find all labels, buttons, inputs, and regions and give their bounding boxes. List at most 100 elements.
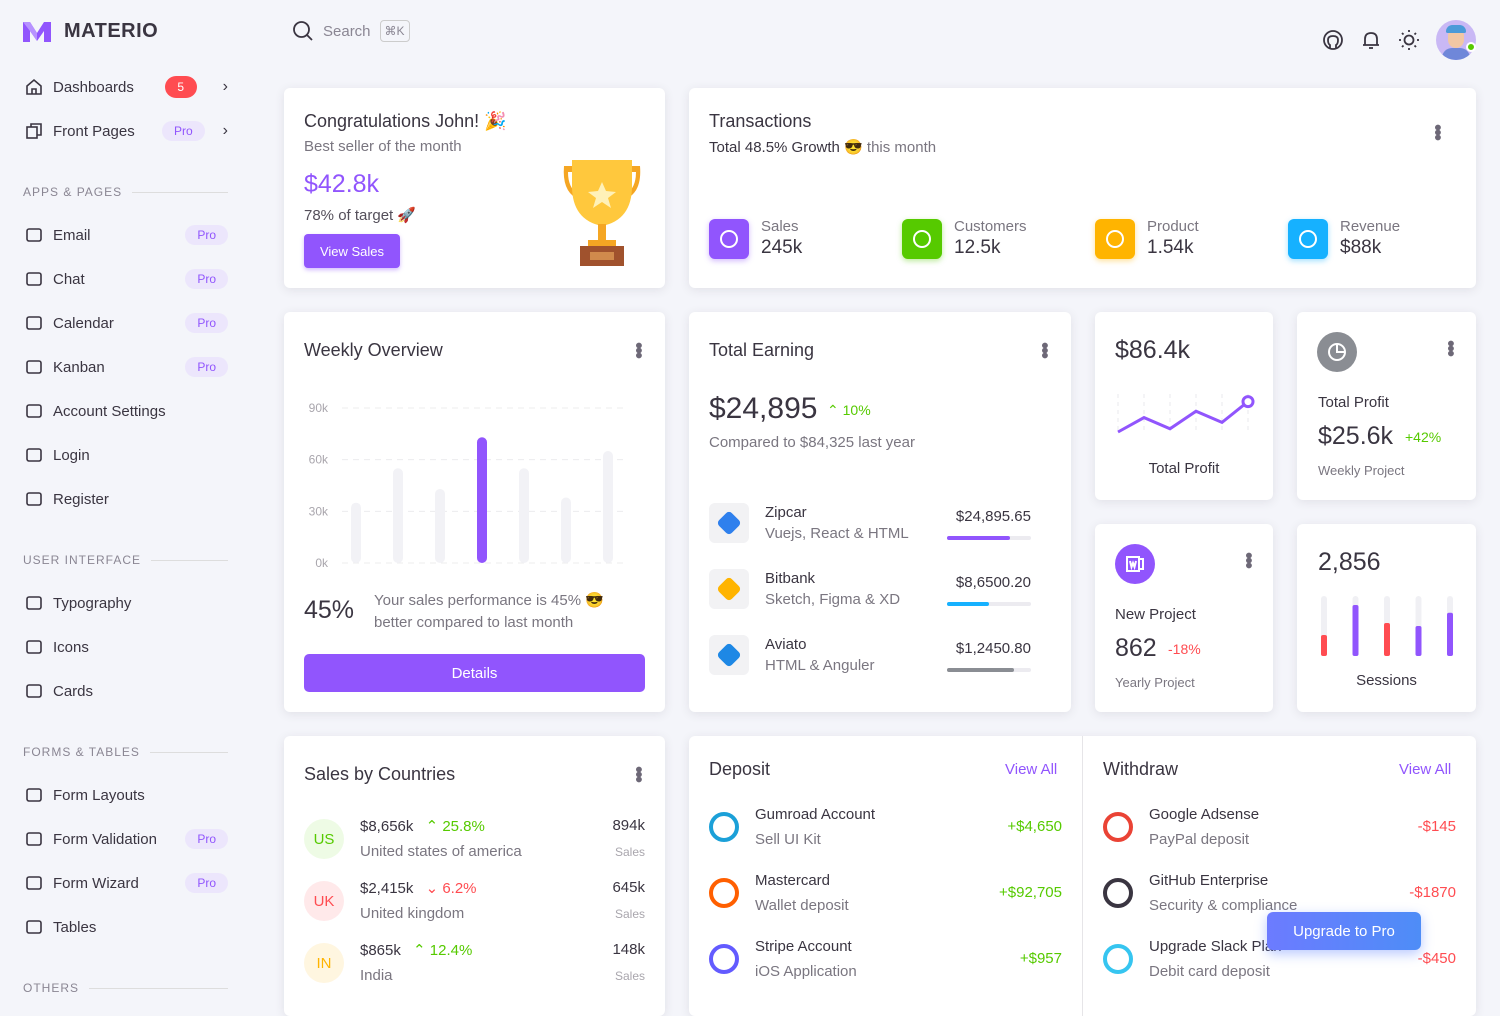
search-bar[interactable]: Search ⌘K xyxy=(292,20,410,42)
y-tick-label: 0k xyxy=(315,556,329,570)
more-options-icon[interactable]: ••• xyxy=(1237,552,1259,568)
profit-line-label: Total Profit xyxy=(1148,460,1220,477)
github-icon[interactable] xyxy=(1322,29,1344,51)
user-plus-icon xyxy=(24,489,44,509)
laptop-icon xyxy=(1095,218,1135,259)
trophy-icon xyxy=(563,160,641,266)
sessions-value: 2,856 xyxy=(1318,548,1381,576)
chevron-up-icon: ⌃ xyxy=(413,942,426,959)
profit-line-card: $86.4k Total Profit xyxy=(1095,312,1273,500)
sidebar-item-register[interactable]: Register xyxy=(24,485,228,513)
session-bar xyxy=(1321,635,1327,656)
more-options-icon[interactable]: ••• xyxy=(1439,340,1461,356)
pro-badge: Pro xyxy=(185,225,228,245)
more-options-icon[interactable]: ••• xyxy=(1033,342,1055,358)
pro-badge: Pro xyxy=(185,357,228,377)
new-project-change: -18% xyxy=(1168,641,1201,657)
stat-revenue: Revenue $88k xyxy=(1288,218,1400,259)
pro-badge: Pro xyxy=(185,829,228,849)
new-project-card: ••• New Project 862 -18% Yearly Project xyxy=(1095,524,1273,712)
more-options-icon[interactable]: ••• xyxy=(627,766,649,782)
sidebar-item-form-wizard[interactable]: Form Wizard Pro xyxy=(24,869,228,897)
congratulations-card: Congratulations John! 🎉 Best seller of t… xyxy=(284,88,665,288)
earning-progress-bar xyxy=(947,602,1031,606)
earning-progress-bar xyxy=(947,536,1031,540)
materio-logo-icon xyxy=(23,21,51,42)
deposit-view-all-link[interactable]: View All xyxy=(1005,761,1058,778)
upgrade-to-pro-button[interactable]: Upgrade to Pro xyxy=(1267,912,1421,950)
sidebar-item-calendar[interactable]: Calendar Pro xyxy=(24,309,228,337)
search-icon xyxy=(293,21,313,41)
stat-sales: Sales 245k xyxy=(709,218,802,259)
earning-change: ⌃ 10% xyxy=(827,402,871,418)
new-project-label: New Project xyxy=(1115,606,1196,623)
pro-badge: Pro xyxy=(185,313,228,333)
y-tick-label: 30k xyxy=(309,504,329,518)
section-apps-pages: APPS & PAGES xyxy=(23,185,228,199)
divider xyxy=(1082,736,1083,1016)
pie-chart-icon xyxy=(709,218,749,259)
weekly-bar-chart: 90k 60k 30k 0k xyxy=(309,401,624,570)
profit-line-chart xyxy=(1117,394,1255,434)
google-icon xyxy=(1103,812,1133,842)
new-project-sub: Yearly Project xyxy=(1115,675,1195,690)
total-profit-sub: Weekly Project xyxy=(1318,463,1405,478)
sidebar-item-kanban[interactable]: Kanban Pro xyxy=(24,353,228,381)
session-bar xyxy=(1384,623,1390,656)
weekly-bar xyxy=(435,488,445,563)
sidebar-item-icons[interactable]: Icons xyxy=(24,633,228,661)
dollar-icon xyxy=(1288,218,1328,259)
sidebar-item-tables[interactable]: Tables xyxy=(24,913,228,941)
stat-customers: Customers 12.5k xyxy=(902,218,1027,259)
withdraw-view-all-link[interactable]: View All xyxy=(1399,761,1452,778)
session-bar xyxy=(1352,605,1359,656)
total-profit-card: ••• Total Profit $25.6k +42% Weekly Proj… xyxy=(1297,312,1476,500)
earning-title: Total Earning xyxy=(709,340,815,360)
sidebar-item-dashboards[interactable]: Dashboards 5 › xyxy=(24,73,228,101)
more-options-icon[interactable]: ••• xyxy=(1426,124,1448,140)
more-options-icon[interactable]: ••• xyxy=(627,342,649,358)
weekly-bar xyxy=(519,468,529,563)
sidebar-item-login[interactable]: Login xyxy=(24,441,228,469)
aviato-icon xyxy=(709,635,749,675)
deposit-row: Gumroad Account Sell UI Kit +$4,650 xyxy=(709,802,1062,852)
stat-product: Product 1.54k xyxy=(1095,218,1199,259)
country-avatar: IN xyxy=(304,943,344,983)
calendar-icon xyxy=(24,313,44,333)
sidebar-item-chat[interactable]: Chat Pro xyxy=(24,265,228,293)
brand-logo[interactable]: MATERIO xyxy=(22,20,158,43)
total-profit-change: +42% xyxy=(1405,429,1442,445)
sidebar-item-typography[interactable]: Typography xyxy=(24,589,228,617)
bell-icon[interactable] xyxy=(1360,29,1382,51)
country-row: US $8,656k ⌃ 25.8% United states of amer… xyxy=(304,814,645,866)
earning-item: Aviato HTML & Anguler $1,2450.80 xyxy=(709,632,1051,682)
sun-icon[interactable] xyxy=(1398,29,1420,51)
sidebar-item-form-layouts[interactable]: Form Layouts xyxy=(24,781,228,809)
section-user-interface: USER INTERFACE xyxy=(23,553,228,567)
sidebar-item-front-pages[interactable]: Front Pages Pro › xyxy=(24,117,228,145)
weekly-percent: 45% xyxy=(304,596,355,624)
weekly-bar xyxy=(603,451,613,563)
chevron-right-icon: › xyxy=(222,122,228,139)
deposit-row: Stripe Account iOS Application +$957 xyxy=(709,934,1062,984)
table-icon xyxy=(24,917,44,937)
total-profit-amount: $25.6k xyxy=(1318,422,1394,450)
earning-item: Bitbank Sketch, Figma & XD $8,6500.20 xyxy=(709,566,1051,616)
zipcar-icon xyxy=(709,503,749,543)
mail-icon xyxy=(24,225,44,245)
user-avatar[interactable] xyxy=(1436,20,1476,60)
view-sales-button[interactable]: View Sales xyxy=(304,234,400,268)
weekly-overview-card: Weekly Overview ••• 90k 60k 30k 0k 45% Your… xyxy=(284,312,665,712)
shortcut-hint: ⌘K xyxy=(379,20,410,42)
chevron-down-icon: ⌄ xyxy=(425,880,439,897)
sidebar-item-form-validation[interactable]: Form Validation Pro xyxy=(24,825,228,853)
transactions-card: Transactions Total 48.5% Growth 😎 this m… xyxy=(689,88,1476,288)
details-button[interactable]: Details xyxy=(304,654,645,692)
dashboards-count-badge: 5 xyxy=(164,76,197,98)
sidebar-item-cards[interactable]: Cards xyxy=(24,677,228,705)
kanban-icon xyxy=(24,357,44,377)
sidebar-item-email[interactable]: Email Pro xyxy=(24,221,228,249)
total-profit-label: Total Profit xyxy=(1318,394,1389,411)
earning-progress-bar xyxy=(947,668,1031,672)
sidebar-item-account-settings[interactable]: Account Settings xyxy=(24,397,228,425)
